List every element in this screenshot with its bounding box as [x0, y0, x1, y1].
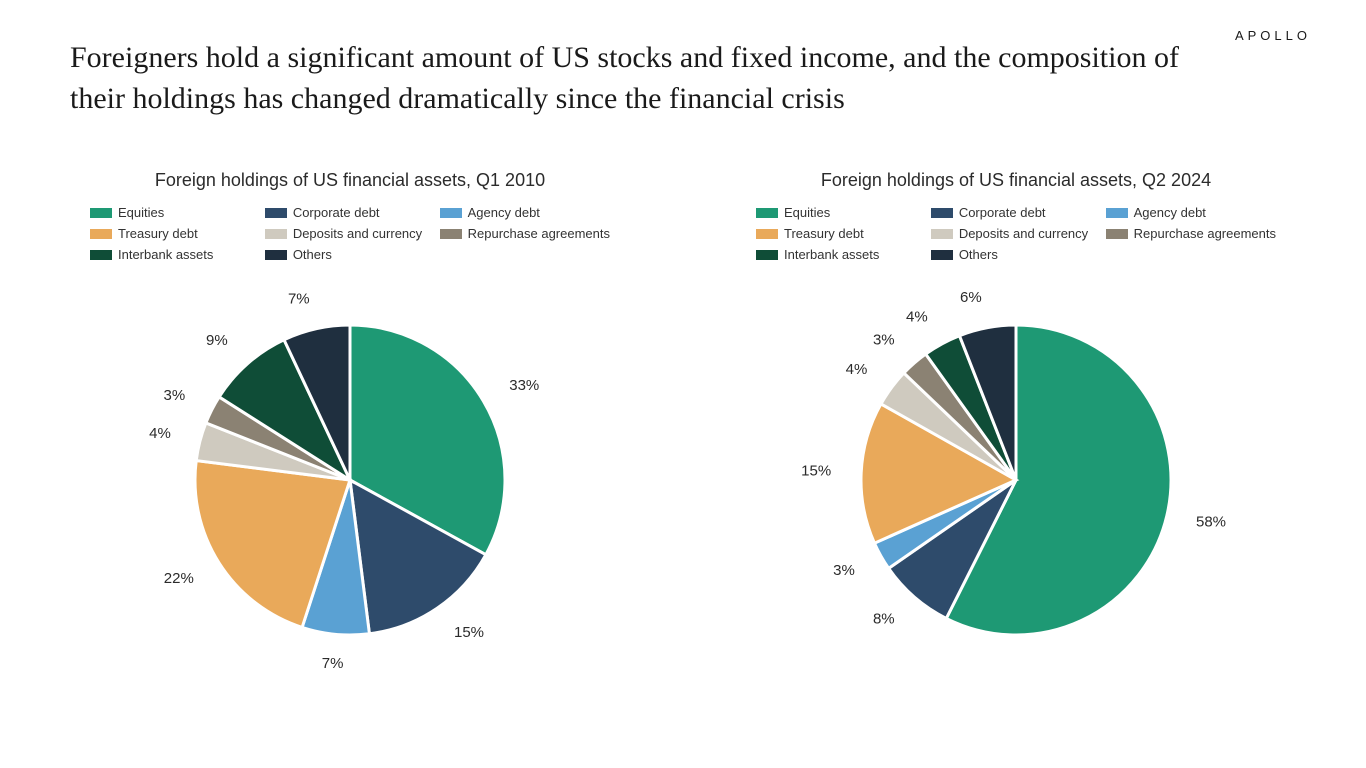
- pie-label-equities: 58%: [1196, 514, 1226, 531]
- charts-container: Foreign holdings of US financial assets,…: [70, 170, 1296, 690]
- legend-item-equities: Equities: [756, 205, 921, 220]
- legend-swatch-interbank: [90, 250, 112, 260]
- chart-left-pie: 33% 15% 7% 22% 4% 3% 9% 7%: [70, 270, 630, 690]
- pie-label-others: 6%: [960, 289, 982, 306]
- legend-item-agency_debt: Agency debt: [440, 205, 610, 220]
- legend-swatch-equities: [756, 208, 778, 218]
- legend-swatch-agency_debt: [1106, 208, 1128, 218]
- legend-label-deposits_currency: Deposits and currency: [293, 226, 422, 241]
- pie-label-interbank: 9%: [206, 332, 228, 349]
- legend-label-others: Others: [293, 247, 332, 262]
- legend-item-others: Others: [265, 247, 430, 262]
- legend-swatch-others: [265, 250, 287, 260]
- pie-label-corporate_debt: 8%: [873, 611, 895, 628]
- brand-logo: APOLLO: [1235, 28, 1311, 43]
- pie-label-repo: 3%: [873, 331, 895, 348]
- legend-label-corporate_debt: Corporate debt: [293, 205, 380, 220]
- legend-swatch-repo: [1106, 229, 1128, 239]
- pie-label-equities: 33%: [509, 377, 539, 394]
- legend-item-equities: Equities: [90, 205, 255, 220]
- legend-label-treasury_debt: Treasury debt: [784, 226, 864, 241]
- legend-swatch-deposits_currency: [265, 229, 287, 239]
- legend-label-agency_debt: Agency debt: [468, 205, 540, 220]
- legend-swatch-corporate_debt: [931, 208, 953, 218]
- legend-label-repo: Repurchase agreements: [1134, 226, 1276, 241]
- pie-label-treasury_debt: 22%: [164, 570, 194, 587]
- legend-swatch-interbank: [756, 250, 778, 260]
- legend-item-deposits_currency: Deposits and currency: [265, 226, 430, 241]
- chart-right-title: Foreign holdings of US financial assets,…: [736, 170, 1296, 191]
- legend-item-corporate_debt: Corporate debt: [931, 205, 1096, 220]
- legend-label-interbank: Interbank assets: [784, 247, 879, 262]
- chart-right-block: Foreign holdings of US financial assets,…: [736, 170, 1296, 690]
- pie-label-treasury_debt: 15%: [801, 462, 831, 479]
- legend-item-interbank: Interbank assets: [90, 247, 255, 262]
- legend-item-treasury_debt: Treasury debt: [756, 226, 921, 241]
- legend-swatch-equities: [90, 208, 112, 218]
- pie-label-agency_debt: 3%: [833, 562, 855, 579]
- legend-label-equities: Equities: [784, 205, 830, 220]
- legend-label-repo: Repurchase agreements: [468, 226, 610, 241]
- chart-left-legend: Equities Corporate debt Agency debt Treasur…: [70, 205, 630, 262]
- legend-label-interbank: Interbank assets: [118, 247, 213, 262]
- legend-item-repo: Repurchase agreements: [1106, 226, 1276, 241]
- pie-label-interbank: 4%: [906, 308, 928, 325]
- pie-label-repo: 3%: [163, 387, 185, 404]
- chart-left-title: Foreign holdings of US financial assets,…: [70, 170, 630, 191]
- pie-label-agency_debt: 7%: [322, 655, 344, 672]
- legend-label-agency_debt: Agency debt: [1134, 205, 1206, 220]
- legend-item-corporate_debt: Corporate debt: [265, 205, 430, 220]
- pie-label-others: 7%: [288, 290, 310, 307]
- legend-swatch-treasury_debt: [756, 229, 778, 239]
- legend-swatch-agency_debt: [440, 208, 462, 218]
- legend-item-treasury_debt: Treasury debt: [90, 226, 255, 241]
- legend-label-deposits_currency: Deposits and currency: [959, 226, 1088, 241]
- legend-label-equities: Equities: [118, 205, 164, 220]
- legend-swatch-corporate_debt: [265, 208, 287, 218]
- pie-label-corporate_debt: 15%: [454, 624, 484, 641]
- legend-item-agency_debt: Agency debt: [1106, 205, 1276, 220]
- legend-label-others: Others: [959, 247, 998, 262]
- legend-item-deposits_currency: Deposits and currency: [931, 226, 1096, 241]
- chart-right-pie: 58% 8% 3% 15% 4% 3% 4% 6%: [736, 270, 1296, 690]
- legend-item-others: Others: [931, 247, 1096, 262]
- legend-label-treasury_debt: Treasury debt: [118, 226, 198, 241]
- chart-left-block: Foreign holdings of US financial assets,…: [70, 170, 630, 690]
- legend-swatch-repo: [440, 229, 462, 239]
- legend-swatch-deposits_currency: [931, 229, 953, 239]
- legend-label-corporate_debt: Corporate debt: [959, 205, 1046, 220]
- chart-right-legend: Equities Corporate debt Agency debt Treasur…: [736, 205, 1296, 262]
- pie-label-deposits_currency: 4%: [846, 361, 868, 378]
- legend-item-interbank: Interbank assets: [756, 247, 921, 262]
- legend-swatch-others: [931, 250, 953, 260]
- pie-label-deposits_currency: 4%: [149, 425, 171, 442]
- legend-swatch-treasury_debt: [90, 229, 112, 239]
- legend-item-repo: Repurchase agreements: [440, 226, 610, 241]
- page-title: Foreigners hold a significant amount of …: [70, 38, 1186, 119]
